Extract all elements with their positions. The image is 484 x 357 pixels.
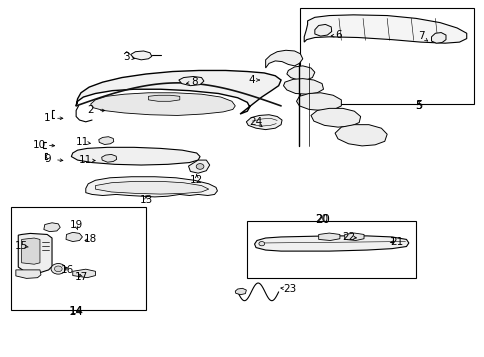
Polygon shape (431, 32, 445, 43)
Text: 21: 21 (390, 237, 403, 247)
Text: 17: 17 (74, 272, 88, 282)
Bar (11, 207, 146, 310)
Text: 4: 4 (248, 75, 255, 85)
Bar (300, 9, 473, 104)
Polygon shape (95, 181, 208, 194)
Text: 5: 5 (414, 101, 421, 111)
Text: 13: 13 (139, 196, 152, 206)
Polygon shape (235, 288, 246, 295)
Polygon shape (130, 51, 151, 60)
Text: 16: 16 (61, 265, 75, 275)
Circle shape (54, 266, 62, 272)
Text: 6: 6 (335, 30, 342, 40)
Text: 9: 9 (44, 154, 50, 164)
Text: 22: 22 (341, 232, 354, 242)
Polygon shape (310, 109, 360, 127)
Text: 24: 24 (249, 117, 262, 127)
Text: 10: 10 (32, 140, 45, 150)
Text: 20: 20 (315, 214, 328, 224)
Text: 18: 18 (84, 235, 97, 245)
Text: 11: 11 (76, 137, 89, 147)
Polygon shape (303, 15, 466, 43)
Polygon shape (99, 137, 114, 145)
Polygon shape (283, 79, 323, 94)
Polygon shape (76, 70, 281, 114)
Polygon shape (22, 238, 40, 264)
Polygon shape (44, 223, 60, 232)
Text: 14: 14 (69, 306, 83, 316)
Polygon shape (18, 233, 52, 272)
Polygon shape (73, 269, 95, 278)
Circle shape (258, 242, 264, 246)
Polygon shape (344, 233, 363, 241)
Text: 5: 5 (414, 99, 422, 112)
Text: 12: 12 (190, 175, 203, 185)
Polygon shape (102, 155, 116, 162)
Polygon shape (296, 93, 341, 110)
Text: 15: 15 (15, 241, 28, 251)
Text: 7: 7 (417, 31, 424, 41)
Polygon shape (334, 125, 386, 146)
Text: 19: 19 (69, 220, 83, 230)
Text: 8: 8 (191, 77, 197, 87)
Text: 3: 3 (123, 52, 130, 62)
Polygon shape (286, 66, 314, 80)
Polygon shape (91, 93, 235, 115)
Polygon shape (86, 177, 217, 197)
Text: 20: 20 (314, 213, 329, 226)
Polygon shape (179, 76, 203, 86)
Polygon shape (265, 50, 302, 68)
Polygon shape (188, 160, 209, 173)
Bar (247, 221, 415, 278)
Polygon shape (148, 95, 180, 101)
Text: 14: 14 (69, 305, 83, 318)
Polygon shape (16, 270, 41, 278)
Circle shape (196, 164, 203, 169)
Polygon shape (314, 24, 331, 36)
Text: 1: 1 (44, 113, 50, 123)
Circle shape (51, 263, 65, 274)
Polygon shape (71, 147, 200, 165)
Polygon shape (246, 115, 282, 130)
Text: 23: 23 (283, 284, 296, 294)
Polygon shape (318, 233, 339, 241)
Text: 11: 11 (79, 155, 92, 165)
Polygon shape (254, 236, 408, 251)
Polygon shape (66, 232, 82, 242)
Text: 2: 2 (87, 105, 94, 115)
